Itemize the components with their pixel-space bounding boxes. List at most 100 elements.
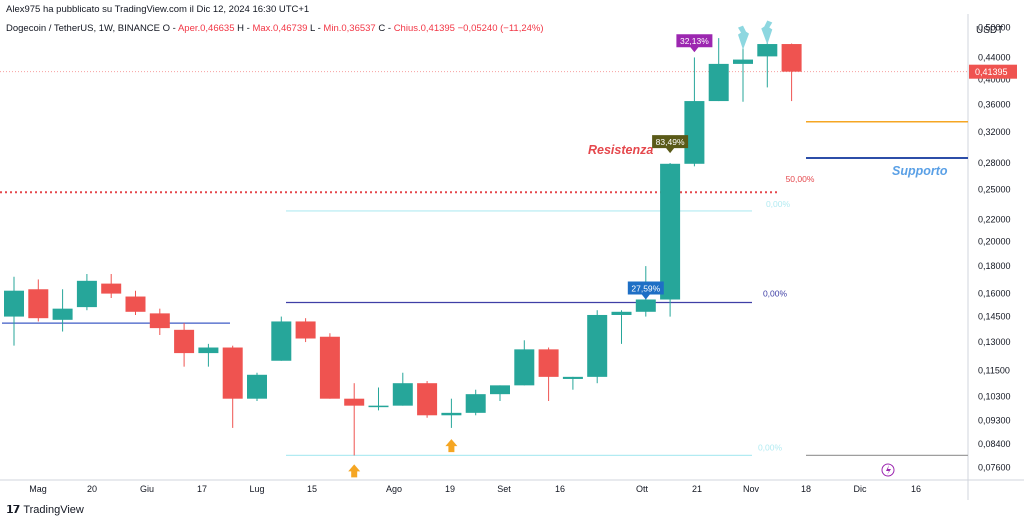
y-tick-label: 0,09300 [978, 415, 1011, 425]
percent-badge-label: 32,13% [680, 36, 709, 46]
candle-body [490, 385, 510, 395]
fib-label-top: 0,00% [766, 199, 791, 209]
low-label: L [310, 23, 315, 34]
candle-body [222, 347, 243, 399]
candle-body [562, 376, 583, 379]
high-value: Max.0,46739 [252, 23, 308, 34]
candle-body [781, 44, 802, 72]
candle-body [684, 101, 705, 164]
candle-body [441, 412, 462, 416]
y-tick-label: 0,44000 [978, 52, 1011, 62]
candle-body [247, 374, 267, 399]
candle-body [538, 349, 559, 377]
candle-body [660, 163, 681, 300]
y-tick-label: 0,11500 [978, 366, 1010, 376]
lightning-icon [886, 465, 891, 475]
y-tick-label: 0,28000 [978, 158, 1011, 168]
candle-body [392, 383, 413, 406]
y-tick-label: 0,22000 [978, 214, 1011, 224]
x-tick-label: 16 [911, 484, 921, 494]
candle-body [174, 329, 195, 354]
change-value: −0,05240 (−11,24%) [457, 23, 544, 34]
x-tick-label: Ott [636, 484, 649, 494]
x-tick-label: Nov [743, 484, 760, 494]
close-value: Chius.0,41395 [393, 23, 455, 34]
candle-body [465, 394, 486, 413]
y-tick-label: 0,10300 [978, 391, 1011, 401]
x-tick-label: 16 [555, 484, 565, 494]
y-tick-label: 0,08400 [978, 439, 1011, 449]
candle-body [76, 280, 97, 308]
x-tick-label: Giu [140, 484, 154, 494]
y-tick-label: 0,14500 [978, 312, 1011, 322]
fib-label-bottom: 0,00% [758, 442, 783, 452]
y-tick-label: 0,16000 [978, 289, 1011, 299]
symbol-legend: Dogecoin / TetherUS, 1W, BINANCE O - Ape… [6, 23, 544, 34]
candle-body [4, 290, 24, 317]
percent-badge [627, 281, 664, 300]
tradingview-brand: TradingView [23, 503, 84, 516]
x-tick-label: 15 [307, 484, 317, 494]
y-tick-label: 0,50000 [978, 23, 1011, 33]
candle-body [271, 321, 292, 361]
symbol-name[interactable]: Dogecoin / TetherUS, 1W, BINANCE [6, 23, 160, 34]
y-tick-label: 0,40000 [978, 75, 1011, 85]
candle-body [319, 336, 340, 399]
percent-badge [652, 135, 689, 154]
candle-body [733, 59, 753, 64]
percent-badge-label: 27,59% [631, 284, 660, 294]
candle-body [757, 44, 778, 57]
high-label: H [237, 23, 244, 34]
candle-body [368, 405, 389, 408]
candle-body [149, 313, 170, 329]
candle-body [587, 314, 608, 377]
candle-body [514, 349, 535, 386]
fib-label-mid: 0,00% [763, 289, 788, 299]
price-unit: USDT [976, 25, 1003, 36]
percent-badge-label: 83,49% [656, 137, 685, 147]
low-value: Min.0,36537 [323, 23, 376, 34]
support-label: Supporto [892, 164, 948, 178]
y-tick-label: 0,20000 [978, 237, 1011, 247]
last-price-tag [969, 64, 1017, 79]
x-tick-label: 17 [197, 484, 207, 494]
tradingview-logo-icon: 𝟭𝟳 [6, 504, 20, 516]
last-price-label: 0,41395 [975, 67, 1008, 77]
y-tick-label: 0,18000 [978, 261, 1011, 271]
up-arrow-icon [348, 464, 361, 478]
event-marker-icon [881, 463, 895, 477]
x-tick-label: 19 [445, 484, 455, 494]
percent-badge [676, 34, 713, 53]
candle-body [635, 299, 656, 312]
down-arrow-icon [738, 25, 749, 50]
candle-body [52, 308, 73, 320]
x-tick-label: Lug [249, 484, 264, 494]
candle-body [28, 289, 49, 319]
x-tick-label: Ago [386, 484, 402, 494]
up-arrow-icon [445, 439, 458, 453]
down-arrow-icon [761, 20, 773, 45]
tradingview-footer[interactable]: 𝟭𝟳 TradingView [6, 503, 84, 517]
y-tick-label: 0,32000 [978, 127, 1011, 137]
y-tick-label: 0,07600 [978, 462, 1011, 472]
y-tick-label: 0,36000 [978, 99, 1011, 109]
y-tick-label: 0,13000 [978, 337, 1011, 347]
open-value: Aper.0,46635 [177, 23, 235, 34]
x-tick-label: 20 [87, 484, 97, 494]
candle-body [125, 296, 146, 312]
x-tick-label: Mag [29, 484, 47, 494]
x-tick-label: Set [497, 484, 511, 494]
open-label: O [162, 23, 171, 34]
candle-body [295, 321, 316, 339]
y-tick-label: 0,25000 [978, 184, 1011, 194]
candle-body [708, 63, 729, 102]
close-label: C [378, 23, 386, 34]
x-tick-label: 18 [801, 484, 811, 494]
candle-body [101, 283, 122, 294]
candle-body [611, 311, 632, 315]
candle-body [417, 383, 438, 416]
resistance-label: Resistenza [588, 143, 653, 157]
candle-body [344, 398, 365, 406]
